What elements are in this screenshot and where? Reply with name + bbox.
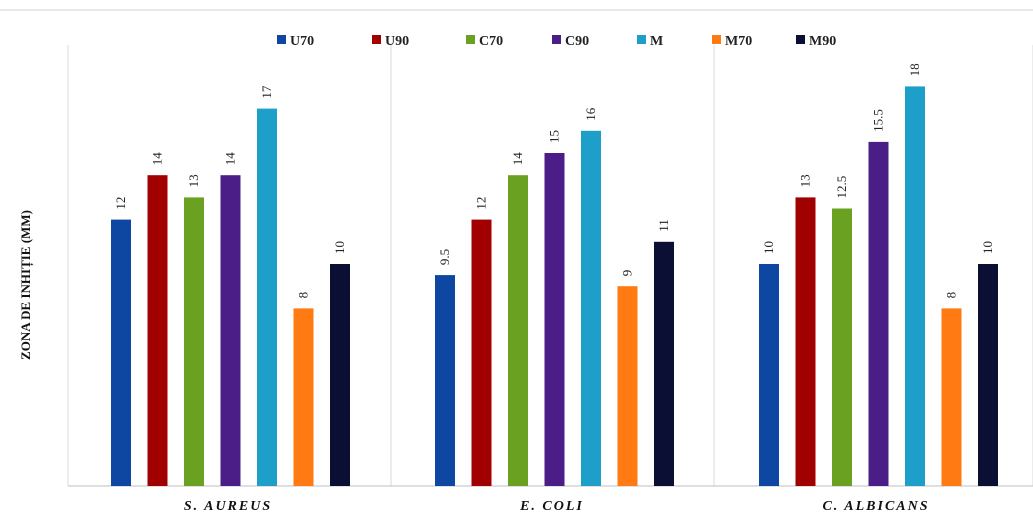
legend-swatch-m70 (712, 35, 721, 44)
value-label: 8 (296, 292, 311, 299)
bar-m90-3 (978, 264, 998, 486)
value-label: 9 (620, 270, 635, 277)
bar-m70-2 (617, 286, 638, 486)
bar-m90-1 (330, 264, 350, 486)
value-label: 12 (113, 197, 128, 210)
bar-c70-2 (508, 175, 528, 486)
value-label: 13 (798, 174, 813, 187)
category-labels: S. AUREUS E. COLI C. ALBICANS (184, 499, 929, 514)
bar-u70-3 (759, 264, 779, 486)
bar-c90-2 (544, 153, 565, 486)
value-label: 17 (259, 85, 274, 99)
category-separators (67, 45, 1033, 486)
legend-label: C70 (479, 34, 503, 49)
legend-label: U90 (385, 34, 409, 49)
bar-m-1 (257, 108, 277, 486)
bar-c90-3 (868, 141, 889, 486)
bar-m70-1 (293, 308, 314, 486)
value-label: 10 (980, 241, 995, 254)
bar-m70-3 (941, 308, 962, 486)
bar-u70-1 (111, 219, 131, 486)
legend-label: C90 (565, 34, 589, 49)
value-label: 16 (583, 107, 598, 121)
value-label: 10 (332, 241, 347, 254)
value-labels: 12 9.5 10 14 12 13 13 14 12.5 14 15 15.5 17 16 18 8 9 8 10… (113, 63, 995, 298)
value-label: 12.5 (834, 176, 849, 199)
value-label: 14 (223, 152, 238, 166)
category-label: C. ALBICANS (822, 499, 929, 514)
legend: U70 U90 C70 C90 M M70 M90 (277, 34, 836, 49)
value-label: 13 (186, 174, 201, 187)
category-label: E. COLI (519, 499, 584, 514)
legend-swatch-u70 (277, 35, 286, 44)
value-label: 18 (907, 63, 922, 76)
category-label: S. AUREUS (184, 499, 272, 514)
legend-label: M (650, 34, 663, 49)
bar-c70-3 (832, 208, 852, 486)
bar-m-2 (581, 130, 601, 487)
bar-m-3 (905, 86, 925, 487)
legend-swatch-c70 (466, 35, 475, 44)
bar-u90-3 (795, 197, 816, 486)
legend-swatch-u90 (372, 35, 381, 44)
bar-c90-1 (220, 175, 241, 486)
value-label: 15 (547, 130, 562, 143)
y-axis-title: ZONA DE INHIȚIE (MM) (18, 210, 34, 360)
legend-label: M90 (809, 34, 836, 49)
value-label: 14 (150, 152, 165, 166)
legend-swatch-c90 (552, 35, 561, 44)
legend-swatch-m (637, 35, 646, 44)
bar-u90-2 (471, 219, 492, 486)
value-label: 14 (510, 152, 525, 166)
bar-m90-2 (654, 241, 674, 486)
legend-label: U70 (290, 34, 314, 49)
legend-swatch-m90 (796, 35, 805, 44)
value-label: 9.5 (437, 249, 452, 265)
bars (111, 86, 998, 487)
value-label: 8 (944, 292, 959, 299)
value-label: 11 (656, 219, 671, 232)
bar-c70-1 (184, 197, 204, 486)
legend-label: M70 (725, 34, 752, 49)
value-label: 12 (474, 197, 489, 210)
bar-u90-1 (147, 175, 168, 486)
bar-u70-2 (435, 275, 455, 486)
value-label: 15.5 (871, 109, 886, 132)
value-label: 10 (761, 241, 776, 254)
